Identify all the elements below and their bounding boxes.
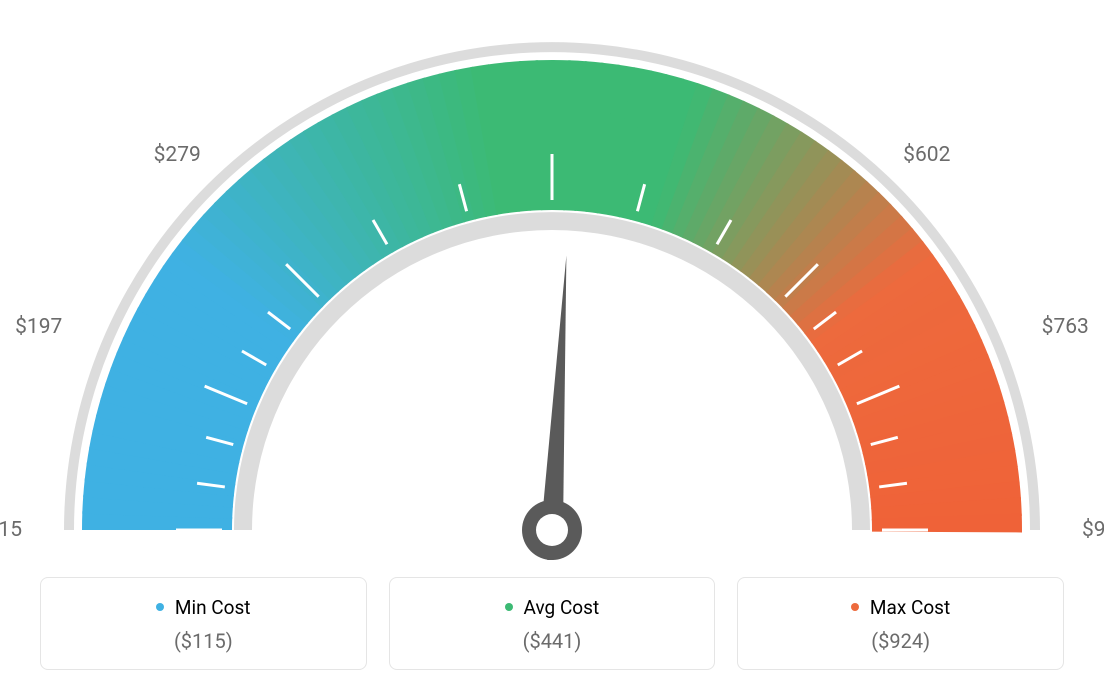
- dot-icon: [851, 603, 859, 611]
- legend-row: Min Cost ($115) Avg Cost ($441) Max Cost…: [40, 577, 1064, 670]
- gauge-tick-label: $924: [1082, 518, 1104, 542]
- gauge-tick-label: $279: [154, 143, 201, 167]
- gauge-tick-label: $197: [15, 315, 62, 339]
- legend-title-avg: Avg Cost: [400, 596, 705, 619]
- legend-title-max: Max Cost: [748, 596, 1053, 619]
- legend-value-max: ($924): [748, 629, 1053, 653]
- legend-card-max: Max Cost ($924): [737, 577, 1064, 670]
- legend-title-min: Min Cost: [51, 596, 356, 619]
- gauge-svg: [0, 0, 1104, 560]
- legend-label-min: Min Cost: [175, 596, 251, 619]
- legend-value-avg: ($441): [400, 629, 705, 653]
- legend-value-min: ($115): [51, 629, 356, 653]
- dot-icon: [156, 603, 164, 611]
- gauge-tick-label: $115: [0, 518, 22, 542]
- dot-icon: [505, 603, 513, 611]
- legend-label-max: Max Cost: [870, 596, 950, 619]
- legend-card-min: Min Cost ($115): [40, 577, 367, 670]
- gauge-tick-label: $602: [903, 143, 950, 167]
- legend-card-avg: Avg Cost ($441): [389, 577, 716, 670]
- gauge-tick-label: $763: [1042, 315, 1089, 339]
- legend-label-avg: Avg Cost: [524, 596, 600, 619]
- gauge-chart: $115$197$279$441$602$763$924: [0, 0, 1104, 560]
